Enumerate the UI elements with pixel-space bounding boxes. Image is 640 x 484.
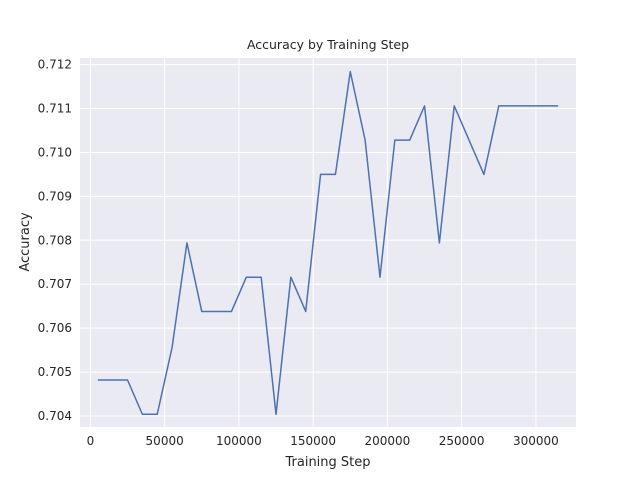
x-axis-label: Training Step <box>284 455 370 470</box>
x-tick-label: 300000 <box>513 434 559 448</box>
y-tick-label: 0.709 <box>38 189 72 203</box>
x-tick-label: 100000 <box>216 434 262 448</box>
y-tick-label: 0.705 <box>38 365 72 379</box>
x-tick-label: 0 <box>87 434 95 448</box>
x-tick-label: 250000 <box>439 434 485 448</box>
y-tick-label: 0.710 <box>38 145 72 159</box>
y-tick-label: 0.704 <box>38 409 72 423</box>
y-tick-label: 0.708 <box>38 233 72 247</box>
x-axis-ticks: 0 50000 100000 150000 200000 250000 300000 <box>87 434 559 448</box>
chart-title: Accuracy by Training Step <box>247 37 409 52</box>
y-tick-label: 0.707 <box>38 277 72 291</box>
x-tick-label: 150000 <box>290 434 336 448</box>
y-tick-label: 0.711 <box>38 102 72 116</box>
y-tick-label: 0.712 <box>38 58 72 72</box>
y-axis-ticks: 0.704 0.705 0.706 0.707 0.708 0.709 0.710 0.711… <box>38 58 72 423</box>
x-tick-label: 50000 <box>146 434 184 448</box>
y-tick-label: 0.706 <box>38 321 72 335</box>
x-tick-label: 200000 <box>364 434 410 448</box>
y-axis-label: Accuracy <box>18 212 33 272</box>
